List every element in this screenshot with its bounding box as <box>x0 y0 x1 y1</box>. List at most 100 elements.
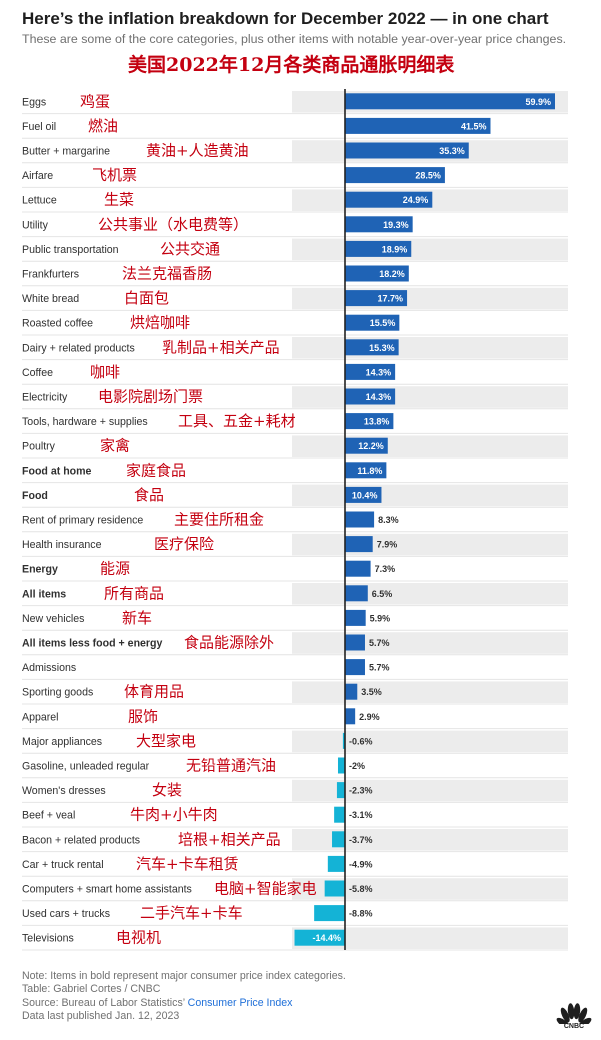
value-label: 5.7% <box>369 638 390 648</box>
category-label: Food <box>22 490 48 502</box>
bar <box>345 659 365 676</box>
bar <box>345 240 412 257</box>
chinese-annotation: 黄油+人造黄油 <box>146 142 249 160</box>
category-label: All items <box>22 588 66 600</box>
row-shading <box>292 533 568 556</box>
chinese-annotation: 电脑+智能家电 <box>214 880 317 898</box>
footer-published: Data last published Jan. 12, 2023 <box>22 1009 180 1022</box>
category-label: Bacon + related products <box>22 834 140 846</box>
chinese-annotation: 能源 <box>100 560 130 578</box>
value-label: 5.7% <box>369 663 390 673</box>
value-label: 7.9% <box>377 540 398 550</box>
chart-subtitle: These are some of the core categories, p… <box>22 32 567 46</box>
bar <box>345 93 555 110</box>
footer-source: Source: Bureau of Labor Statistics’ Cons… <box>22 997 552 1010</box>
bar <box>314 905 345 922</box>
category-label: Tools, hardware + supplies <box>22 416 148 428</box>
value-label: 18.2% <box>379 269 405 279</box>
category-label: Televisions <box>22 933 74 945</box>
cnbc-logo-text: CNBC <box>563 1023 585 1030</box>
bar <box>345 585 368 602</box>
bar <box>345 265 409 282</box>
category-label: Utility <box>22 219 49 231</box>
category-label: Food at home <box>22 465 92 477</box>
category-label: Fuel oil <box>22 121 56 133</box>
peacock-icon <box>556 1003 592 1029</box>
bar <box>337 757 345 774</box>
chinese-annotation: 培根+相关产品 <box>178 830 281 848</box>
chinese-annotation: 白面包 <box>124 289 169 307</box>
chinese-annotation: 燃油 <box>88 117 118 135</box>
row-shading <box>292 878 568 900</box>
chinese-annotation: 食品能源除外 <box>184 634 274 652</box>
chinese-annotation: 医疗保险 <box>154 535 214 553</box>
chinese-annotation: 无铅普通汽油 <box>186 757 276 775</box>
row-shading <box>292 632 568 654</box>
chinese-title-annotation: 美国2022年12月各类商品通胀明细表 <box>128 54 455 76</box>
category-label: Roasted coffee <box>22 318 93 330</box>
bar <box>345 437 388 454</box>
value-label: -14.4% <box>312 933 341 943</box>
value-label: -5.8% <box>349 884 373 894</box>
bar <box>345 413 394 430</box>
bar <box>345 683 358 700</box>
bar <box>345 363 396 380</box>
chinese-annotation: 乳制品+相关产品 <box>162 338 280 356</box>
chinese-annotation: 鸡蛋 <box>80 92 110 110</box>
category-label: Computers + smart home assistants <box>22 884 192 896</box>
category-label: Apparel <box>22 711 59 723</box>
value-label: 11.8% <box>357 466 382 476</box>
bar <box>345 536 373 553</box>
bar <box>345 191 433 208</box>
footer-note: Note: Items in bold represent major cons… <box>22 970 346 982</box>
value-label: -3.1% <box>349 810 373 820</box>
value-label: 41.5% <box>461 121 487 131</box>
value-label: 14.3% <box>366 392 392 402</box>
chart-footer: Note: Items in bold represent major cons… <box>22 970 552 1023</box>
category-label: Lettuce <box>22 195 57 207</box>
row-shading <box>292 287 568 310</box>
category-label: Poultry <box>22 441 56 453</box>
chinese-annotation: 电影院剧场门票 <box>98 388 203 406</box>
category-label: Car + truck rental <box>22 859 104 871</box>
bar <box>342 732 345 749</box>
value-label: 6.5% <box>372 589 393 599</box>
chinese-annotation: 飞机票 <box>92 166 137 184</box>
chinese-annotation: 公共事业（水电费等） <box>98 215 248 233</box>
category-label: Frankfurters <box>22 269 79 281</box>
chart-title: Here’s the inflation breakdown for Decem… <box>22 9 549 28</box>
chinese-annotation: 牛肉+小牛肉 <box>130 806 218 824</box>
bar <box>324 880 345 897</box>
chinese-annotation: 服饰 <box>128 707 158 725</box>
value-label: 28.5% <box>415 171 441 181</box>
category-label: Admissions <box>22 662 76 674</box>
bar <box>345 290 408 307</box>
bar <box>345 216 413 233</box>
value-label: 12.2% <box>358 441 384 451</box>
value-label: 18.9% <box>382 244 408 254</box>
footer-source-prefix: Source: Bureau of Labor Statistics’ <box>22 996 188 1009</box>
cnbc-peacock-logo: CNBC <box>556 1002 592 1032</box>
chinese-annotation: 食品 <box>134 486 164 504</box>
value-label: 13.8% <box>364 417 390 427</box>
chinese-annotation: 新车 <box>122 609 152 627</box>
bar <box>345 339 399 356</box>
category-label: Coffee <box>22 367 53 379</box>
row-shading <box>292 435 568 457</box>
chinese-annotation: 女装 <box>152 781 182 799</box>
value-label: -0.6% <box>349 736 373 746</box>
value-label: 3.5% <box>361 687 382 697</box>
category-label: Used cars + trucks <box>22 908 110 920</box>
category-label: Beef + veal <box>22 810 75 822</box>
category-label: Sporting goods <box>22 687 93 699</box>
value-label: 35.3% <box>439 146 465 156</box>
chinese-annotation: 所有商品 <box>104 584 164 602</box>
chinese-annotation: 体育用品 <box>124 683 184 701</box>
value-label: -2% <box>349 761 365 771</box>
row-shading <box>292 484 568 507</box>
category-label: Health insurance <box>22 539 102 551</box>
bar <box>332 831 345 848</box>
category-label: New vehicles <box>22 613 84 625</box>
footer-source-link[interactable]: Consumer Price Index <box>187 996 293 1009</box>
value-label: 15.5% <box>370 318 396 328</box>
